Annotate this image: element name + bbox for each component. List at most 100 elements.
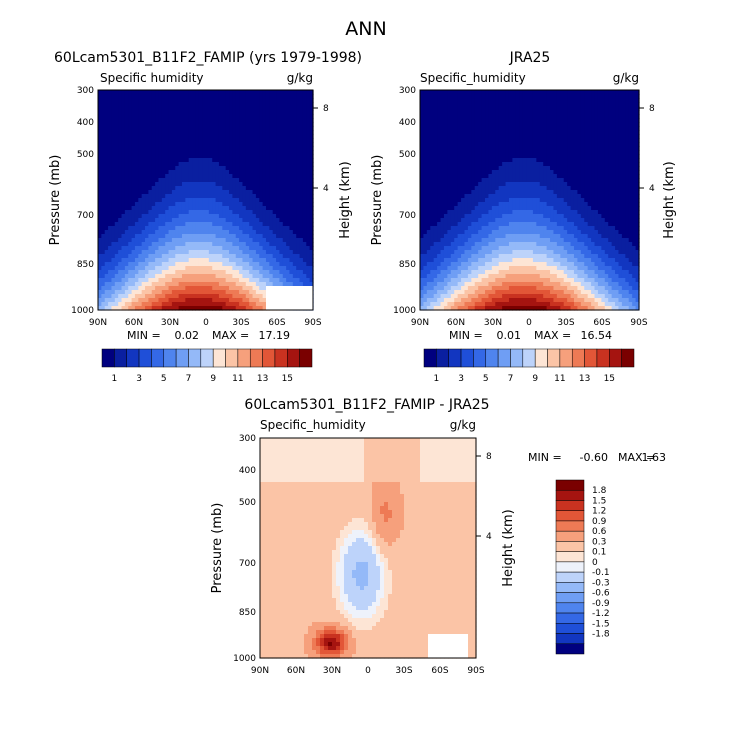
- contour-cell: [181, 262, 186, 267]
- contour-cell: [185, 242, 190, 247]
- contour-cell: [519, 102, 524, 107]
- contour-cell: [249, 194, 254, 199]
- contour-cell: [195, 306, 200, 311]
- contour-cell: [580, 162, 585, 167]
- contour-cell: [229, 94, 233, 99]
- contour-cell: [131, 122, 136, 127]
- contour-cell: [255, 166, 260, 171]
- contour-cell: [242, 254, 247, 259]
- contour-cell: [98, 90, 102, 95]
- contour-cell: [104, 150, 109, 155]
- contour-cell: [249, 298, 254, 303]
- contour-cell: [222, 142, 227, 147]
- contour-cell: [255, 158, 260, 163]
- contour-cell: [577, 146, 582, 151]
- contour-cell: [433, 162, 438, 167]
- contour-cell: [232, 214, 237, 219]
- contour-cell: [134, 142, 139, 147]
- contour-cell: [215, 234, 220, 239]
- contour-cell: [218, 126, 223, 131]
- contour-cell: [205, 114, 210, 119]
- contour-cell: [543, 110, 548, 115]
- contour-cell: [259, 182, 264, 187]
- contour-cell: [615, 122, 620, 127]
- contour-cell: [259, 138, 264, 143]
- contour-cell: [161, 186, 166, 191]
- contour-cell: [114, 174, 119, 179]
- contour-cell: [98, 198, 102, 203]
- contour-cell: [296, 238, 301, 243]
- contour-cell: [205, 170, 210, 175]
- contour-cell: [232, 230, 237, 235]
- contour-cell: [573, 94, 578, 99]
- contour-cell: [171, 182, 176, 187]
- contour-cell: [195, 94, 200, 99]
- colorbar-swatch: [287, 348, 300, 368]
- contour-cell: [249, 214, 254, 219]
- contour-cell: [594, 102, 599, 107]
- contour-cell: [255, 222, 260, 227]
- contour-cell: [259, 218, 264, 223]
- contour-cell: [161, 306, 166, 311]
- contour-cell: [114, 246, 119, 251]
- contour-cell: [242, 198, 247, 203]
- contour-cell: [306, 138, 311, 143]
- contour-cell: [111, 178, 116, 183]
- contour-cell: [138, 234, 143, 239]
- contour-cell: [104, 190, 109, 195]
- contour-cell: [632, 142, 637, 147]
- contour-cell: [202, 106, 207, 111]
- contour-cell: [255, 170, 260, 175]
- contour-cell: [292, 234, 297, 239]
- contour-cell: [269, 254, 274, 259]
- contour-cell: [205, 98, 210, 103]
- contour-cell: [131, 162, 136, 167]
- contour-cell: [151, 162, 156, 167]
- contour-cell: [437, 170, 442, 175]
- contour-cell: [124, 242, 129, 247]
- contour-cell: [205, 230, 210, 235]
- contour-cell: [584, 166, 589, 171]
- contour-cell: [98, 182, 102, 187]
- contour-cell: [212, 114, 217, 119]
- contour-cell: [101, 174, 106, 179]
- contour-cell: [212, 206, 217, 211]
- contour-cell: [621, 130, 626, 135]
- contour-cell: [218, 258, 223, 263]
- contour-cell: [433, 122, 438, 127]
- contour-cell: [178, 98, 183, 103]
- contour-cell: [553, 142, 558, 147]
- contour-cell: [249, 258, 254, 263]
- contour-cell: [229, 286, 233, 291]
- contour-cell: [249, 142, 254, 147]
- contour-cell: [208, 270, 213, 275]
- contour-cell: [443, 130, 448, 135]
- contour-cell: [151, 102, 156, 107]
- contour-cell: [218, 254, 223, 259]
- contour-cell: [262, 174, 267, 179]
- contour-cell: [148, 262, 153, 267]
- contour-cell: [145, 150, 149, 155]
- contour-cell: [175, 286, 180, 291]
- contour-cell: [276, 230, 281, 235]
- contour-cell: [161, 286, 166, 291]
- contour-cell: [235, 174, 240, 179]
- contour-cell: [262, 306, 267, 311]
- contour-cell: [259, 282, 264, 287]
- contour-cell: [98, 246, 102, 251]
- contour-cell: [202, 194, 207, 199]
- contour-cell: [225, 146, 230, 151]
- contour-cell: [498, 154, 503, 159]
- contour-cell: [426, 110, 431, 115]
- contour-cell: [306, 166, 311, 171]
- contour-cell: [502, 150, 507, 155]
- contour-cell: [131, 118, 136, 123]
- contour-cell: [188, 102, 193, 107]
- contour-cell: [225, 242, 230, 247]
- contour-cell: [222, 146, 227, 151]
- contour-cell: [276, 90, 281, 95]
- contour-cell: [128, 282, 133, 287]
- contour-cell: [608, 106, 613, 111]
- contour-cell: [309, 214, 314, 219]
- contour-cell: [505, 118, 510, 123]
